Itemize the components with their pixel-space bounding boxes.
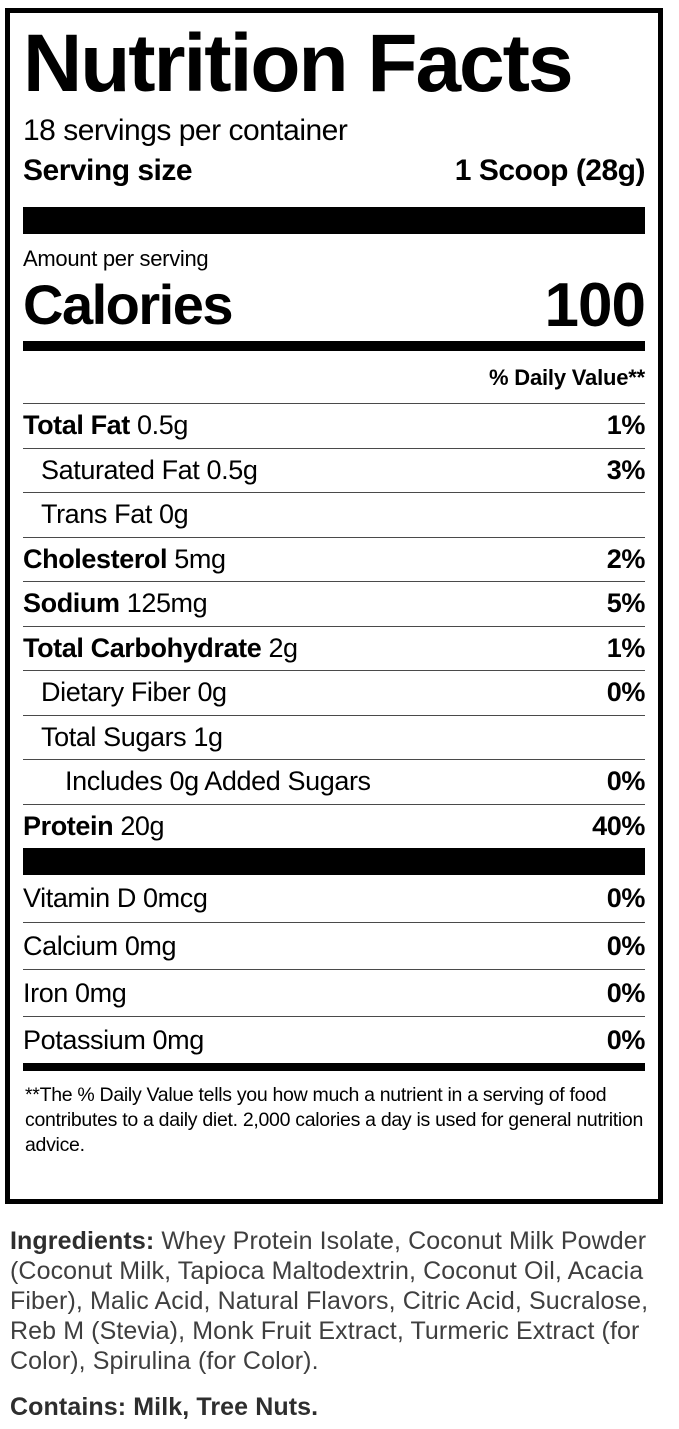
- divider-thick-top: [23, 207, 645, 234]
- calories-row: Calories 100: [23, 271, 646, 340]
- calories-label: Calories: [23, 273, 234, 336]
- nutrient-name-amount: Dietary Fiber 0g: [41, 677, 227, 708]
- divider-thick-middle: [23, 848, 645, 875]
- nutrient-name-amount: Total Carbohydrate 2g: [23, 632, 298, 663]
- micronutrient-name-amount: Vitamin D 0mcg: [23, 883, 208, 913]
- nutrition-facts-panel: Nutrition Facts 18 servings per containe…: [5, 8, 663, 1204]
- micronutrient-daily-value: 0%: [606, 977, 646, 1008]
- micronutrient-row: Iron 0mg 0%: [23, 969, 645, 1016]
- nutrient-name-amount: Includes 0g Added Sugars: [65, 766, 371, 797]
- divider-medium: [23, 341, 645, 351]
- nutrient-name-amount: Total Sugars 1g: [41, 721, 223, 752]
- serving-size-value: 1 Scoop (28g): [454, 154, 646, 187]
- nutrient-row: Total Sugars 1g: [23, 714, 645, 760]
- serving-size-row: Serving size 1 Scoop (28g): [23, 149, 646, 193]
- contains-statement: Contains: Milk, Tree Nuts.: [10, 1393, 319, 1421]
- micronutrient-rows: Vitamin D 0mcg 0% Calcium 0mg 0% Iron 0mg 0% P…: [23, 875, 645, 1063]
- amount-per-serving-label: Amount per serving: [23, 246, 209, 271]
- nutrient-name-amount: Total Fat 0.5g: [23, 410, 188, 441]
- nutrient-name-amount: Saturated Fat 0.5g: [41, 454, 258, 485]
- nutrient-daily-value: 3%: [606, 454, 646, 485]
- micronutrient-row: Vitamin D 0mcg 0%: [23, 875, 645, 922]
- ingredients-text: Whey Protein Isolate, Coconut Milk Powde…: [10, 1227, 649, 1375]
- nutrient-name-amount: Trans Fat 0g: [41, 499, 189, 530]
- panel-title: Nutrition Facts: [23, 18, 574, 109]
- nutrient-daily-value: 40%: [592, 810, 645, 841]
- micronutrient-daily-value: 0%: [606, 1024, 646, 1055]
- calories-value: 100: [544, 271, 646, 340]
- nutrient-daily-value: 1%: [606, 632, 646, 663]
- divider-bottom: [23, 1063, 645, 1071]
- nutrient-row: Sodium 125mg 5%: [23, 581, 645, 626]
- ingredients-paragraph: Ingredients: Whey Protein Isolate, Cocon…: [10, 1226, 669, 1376]
- nutrient-daily-value: 2%: [606, 543, 646, 574]
- daily-value-footnote: **The % Daily Value tells you how much a…: [25, 1084, 644, 1156]
- nutrient-row: Trans Fat 0g: [23, 492, 645, 537]
- micronutrient-name-amount: Calcium 0mg: [23, 930, 177, 961]
- servings-per-container: 18 servings per container: [23, 114, 348, 147]
- nutrient-row: Cholesterol 5mg 2%: [23, 536, 646, 582]
- nutrient-row: Total Carbohydrate 2g 1%: [23, 625, 646, 671]
- nutrient-daily-value: 5%: [606, 588, 646, 619]
- micronutrient-row: Calcium 0mg 0%: [23, 922, 645, 969]
- nutrient-row: Protein 20g 40%: [23, 803, 645, 849]
- nutrient-row: Total Fat 0.5g 1%: [23, 403, 645, 448]
- micronutrient-daily-value: 0%: [606, 883, 646, 913]
- nutrient-row: Includes 0g Added Sugars 0%: [23, 759, 645, 804]
- micronutrient-name-amount: Potassium 0mg: [23, 1024, 204, 1055]
- nutrient-name-amount: Sodium 125mg: [23, 588, 208, 619]
- nutrient-row: Saturated Fat 0.5g 3%: [23, 447, 646, 493]
- nutrient-name-amount: Protein 20g: [23, 810, 165, 841]
- nutrient-daily-value: 0%: [606, 766, 646, 797]
- nutrient-rows: Total Fat 0.5g 1% Saturated Fat 0.5g 3% Tran…: [23, 403, 645, 848]
- micronutrient-row: Potassium 0mg 0%: [23, 1016, 645, 1063]
- ingredients-label: Ingredients:: [10, 1227, 155, 1255]
- nutrient-daily-value: 0%: [606, 677, 646, 708]
- nutrient-row: Dietary Fiber 0g 0%: [23, 670, 645, 715]
- nutrient-name-amount: Cholesterol 5mg: [23, 543, 226, 574]
- nutrient-daily-value: 1%: [606, 410, 646, 441]
- serving-size-label: Serving size: [23, 154, 193, 187]
- micronutrient-daily-value: 0%: [606, 930, 646, 961]
- micronutrient-name-amount: Iron 0mg: [23, 977, 127, 1008]
- daily-value-header: % Daily Value**: [489, 365, 645, 390]
